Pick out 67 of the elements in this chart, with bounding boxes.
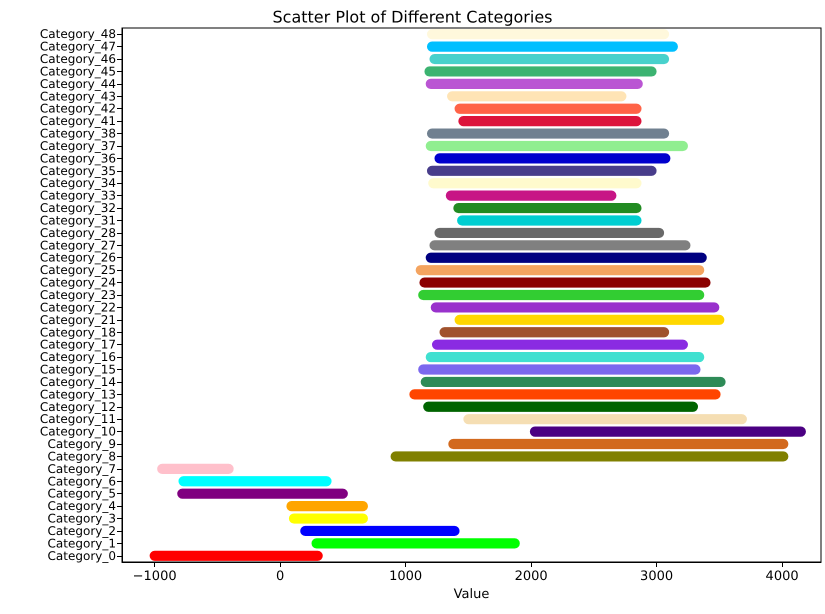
bar: [447, 91, 626, 102]
bar: [426, 128, 670, 139]
bar: [448, 438, 788, 450]
y-tick-label: Category_23: [40, 288, 116, 302]
y-tick-label: Category_41: [40, 114, 116, 128]
bar: [286, 501, 368, 512]
bar: [424, 66, 657, 77]
bar: [530, 426, 806, 437]
bar: [150, 550, 323, 561]
y-tick-label: Category_24: [40, 276, 116, 290]
bar: [157, 464, 234, 474]
y-tick-label: Category_15: [40, 362, 116, 377]
bar: [426, 352, 704, 362]
x-tick-label: 2000: [514, 569, 548, 584]
y-tick-label: Category_38: [40, 126, 116, 141]
bar: [288, 513, 368, 524]
y-tick-label: Category_48: [40, 27, 116, 42]
bar: [453, 202, 642, 214]
y-tick-label: Category_33: [40, 188, 116, 203]
bar: [419, 277, 711, 288]
x-tick-label: 0: [276, 569, 284, 584]
y-tick-label: Category_9: [48, 437, 116, 452]
bar: [454, 314, 724, 325]
bar: [426, 42, 678, 52]
bar: [434, 153, 670, 164]
bar: [430, 302, 720, 313]
bar: [428, 178, 642, 188]
x-tick-label: −1000: [132, 569, 177, 584]
bar: [429, 240, 690, 250]
bar: [454, 104, 642, 114]
y-tick-label: Category_4: [48, 499, 116, 514]
y-tick-label: Category_32: [40, 201, 116, 216]
bar: [457, 215, 642, 226]
x-tick-label: 3000: [640, 569, 674, 584]
bar: [434, 228, 664, 238]
y-tick-label: Category_10: [40, 424, 116, 439]
y-tick-label: Category_25: [40, 263, 116, 278]
bar: [416, 265, 704, 276]
bar: [440, 327, 670, 338]
bar: [390, 451, 788, 462]
y-tick-label: Category_46: [40, 52, 116, 66]
x-tick-label: 1000: [389, 569, 422, 584]
bar: [458, 116, 642, 126]
bar: [429, 54, 670, 64]
y-tick-label: Category_3: [48, 512, 116, 526]
bar: [418, 290, 704, 300]
bar: [420, 376, 726, 388]
bar: [426, 78, 643, 89]
bar: [426, 29, 670, 40]
bar: [423, 402, 698, 412]
bar: [446, 190, 616, 201]
bar: [426, 166, 657, 176]
bar: [418, 364, 701, 375]
chart-title: Scatter Plot of Different Categories: [272, 8, 553, 26]
bar: [409, 389, 721, 400]
bar: [300, 526, 460, 536]
bar: [426, 252, 707, 263]
bar: [178, 476, 332, 486]
x-axis-title: Value: [454, 587, 490, 602]
bar: [463, 414, 747, 424]
bar: [177, 488, 348, 499]
bar: [311, 538, 520, 548]
bar: [432, 340, 688, 350]
y-tick-label: Category_47: [40, 40, 116, 54]
bar: [426, 140, 688, 152]
y-tick-label: Category_16: [40, 350, 116, 364]
x-tick-label: 4000: [766, 569, 799, 584]
